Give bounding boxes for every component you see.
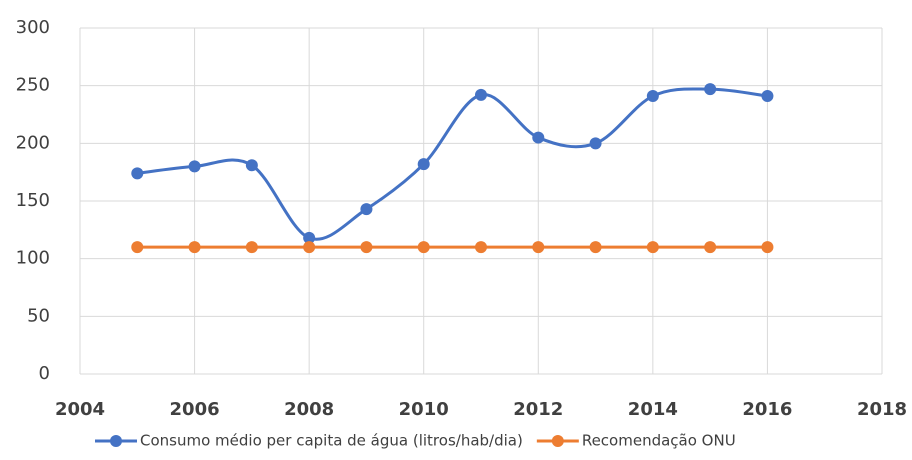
y-tick-label: 50 (27, 305, 50, 326)
data-point (360, 203, 373, 216)
legend-marker (551, 435, 564, 447)
data-point (704, 83, 717, 96)
x-tick-label: 2010 (399, 399, 449, 420)
data-point (646, 90, 659, 103)
data-point (475, 241, 487, 254)
data-point (188, 160, 201, 173)
legend-label: Consumo médio per capita de água (litros… (140, 432, 523, 450)
data-point (589, 241, 602, 254)
y-tick-label: 100 (16, 248, 50, 269)
x-tick-label: 2006 (170, 399, 220, 420)
y-tick-label: 300 (16, 17, 50, 38)
data-point (417, 241, 430, 254)
data-point (303, 231, 316, 244)
data-point (532, 241, 545, 254)
legend-marker (110, 435, 122, 447)
data-point (761, 241, 774, 254)
data-point (589, 137, 602, 150)
x-tick-label: 2018 (857, 399, 907, 420)
data-point (131, 167, 144, 180)
x-tick-label: 2012 (513, 399, 563, 420)
x-tick-label: 2014 (628, 399, 678, 420)
x-tick-label: 2008 (284, 399, 334, 420)
data-point (532, 131, 545, 144)
y-tick-label: 0 (39, 363, 50, 384)
data-point (475, 88, 487, 101)
data-point (303, 241, 316, 254)
data-point (646, 241, 659, 254)
y-tick-label: 200 (16, 132, 50, 153)
y-tick-label: 150 (16, 190, 50, 211)
data-point (360, 241, 373, 254)
y-tick-label: 250 (16, 75, 50, 96)
data-point (704, 241, 717, 254)
data-point (417, 158, 430, 171)
data-point (761, 90, 774, 103)
legend-label: Recomendação ONU (582, 432, 736, 450)
data-point (188, 241, 201, 254)
x-tick-label: 2004 (55, 399, 105, 420)
data-point (245, 159, 258, 172)
data-point (245, 241, 258, 254)
data-point (131, 241, 144, 254)
series-line (137, 87, 768, 241)
x-tick-label: 2016 (742, 399, 792, 420)
